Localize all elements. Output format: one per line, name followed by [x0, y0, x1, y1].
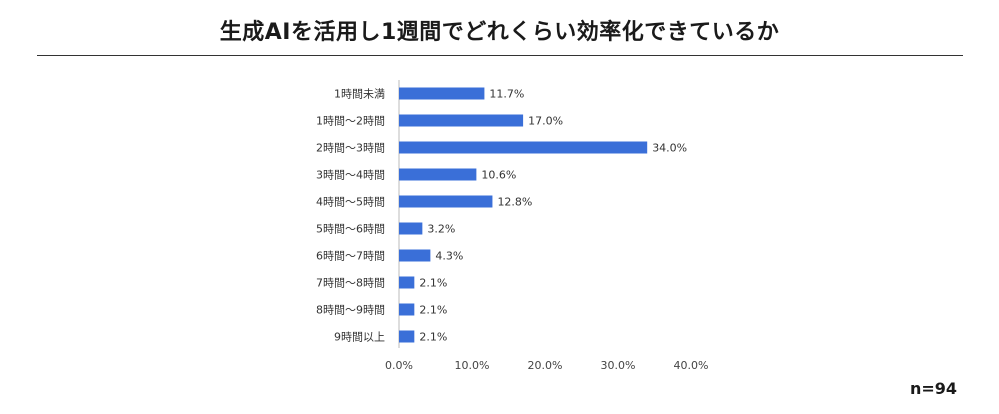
category-label: 9時間以上 — [334, 331, 385, 344]
bar-value-label: 3.2% — [427, 223, 455, 236]
bar-value-label: 12.8% — [497, 196, 532, 209]
category-label: 4時間〜5時間 — [316, 196, 385, 209]
x-tick-label: 20.0% — [528, 359, 563, 372]
bar-value-label: 2.1% — [419, 304, 447, 317]
category-label: 6時間〜7時間 — [316, 250, 385, 263]
bar — [399, 168, 477, 181]
bar — [399, 330, 415, 343]
chart-title: 生成AIを活用し1週間でどれくらい効率化できているか — [219, 20, 780, 45]
x-tick-label: 0.0% — [385, 359, 413, 372]
category-label: 3時間〜4時間 — [316, 169, 385, 182]
category-label: 1時間未満 — [334, 88, 385, 101]
category-label: 7時間〜8時間 — [316, 277, 385, 290]
bar — [399, 87, 485, 100]
bar-value-label: 2.1% — [419, 277, 447, 290]
bar-value-label: 2.1% — [419, 331, 447, 344]
bar — [399, 276, 415, 289]
bar-value-label: 34.0% — [652, 142, 687, 155]
category-label: 2時間〜3時間 — [316, 142, 385, 155]
category-label: 1時間〜2時間 — [316, 115, 385, 128]
title-divider — [37, 55, 963, 56]
category-label: 8時間〜9時間 — [316, 304, 385, 317]
bar-value-label: 4.3% — [435, 250, 463, 263]
category-label: 5時間〜6時間 — [316, 223, 385, 236]
bar — [399, 303, 415, 316]
bar — [399, 222, 423, 235]
x-tick-label: 40.0% — [674, 359, 709, 372]
bar — [399, 195, 493, 208]
bar-value-label: 11.7% — [489, 88, 524, 101]
bar-value-label: 17.0% — [528, 115, 563, 128]
bar — [399, 114, 524, 127]
bar — [399, 249, 431, 262]
x-tick-label: 10.0% — [455, 359, 490, 372]
x-tick-label: 30.0% — [601, 359, 636, 372]
bar — [399, 141, 648, 154]
bar-value-label: 10.6% — [481, 169, 516, 182]
sample-size-label: n=94 — [909, 379, 957, 398]
